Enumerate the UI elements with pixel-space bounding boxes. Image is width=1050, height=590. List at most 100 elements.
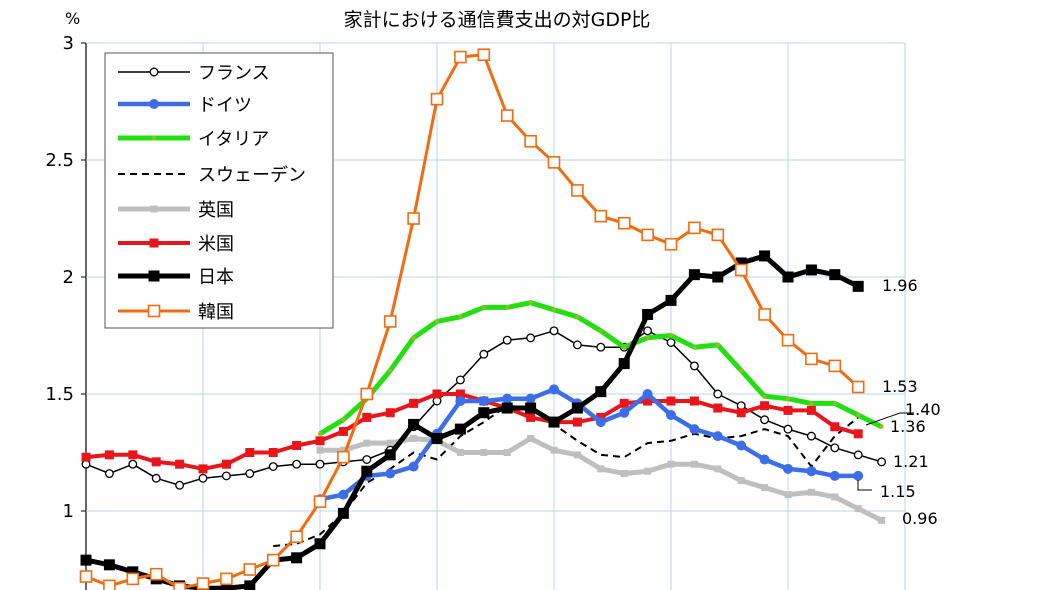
- data-point-us: [385, 408, 395, 418]
- data-point-france: [104, 469, 114, 479]
- data-point-korea: [711, 228, 725, 242]
- data-point-france: [760, 415, 770, 425]
- data-point-italy: [552, 307, 556, 312]
- data-point-japan: [408, 418, 420, 430]
- data-point-korea: [828, 359, 842, 373]
- data-point-uk: [784, 491, 792, 499]
- data-point-korea: [126, 572, 140, 586]
- data-point-japan: [805, 264, 817, 276]
- data-point-france: [198, 473, 208, 483]
- data-point-italy: [856, 413, 861, 418]
- data-point-us: [409, 398, 419, 408]
- data-point-us: [198, 464, 208, 474]
- data-point-japan: [361, 465, 373, 477]
- data-point-uk: [667, 460, 675, 468]
- data-point-korea: [337, 450, 350, 464]
- data-point-germany: [502, 393, 513, 404]
- data-point-us: [245, 448, 255, 457]
- data-point-korea: [103, 579, 116, 590]
- data-point-uk: [339, 446, 347, 454]
- series-italy: [318, 300, 884, 436]
- series-japan: [80, 250, 864, 590]
- data-point-italy: [341, 417, 346, 422]
- data-point-japan: [525, 402, 537, 414]
- end-label-japan: 1.96: [882, 276, 918, 295]
- data-point-japan: [642, 308, 654, 320]
- data-point-japan: [571, 402, 583, 414]
- data-point-uk: [456, 449, 464, 456]
- data-point-japan: [337, 507, 349, 519]
- data-point-uk: [550, 446, 558, 454]
- legend-label-italy: イタリア: [198, 129, 269, 150]
- data-point-france: [783, 424, 793, 434]
- data-point-korea: [220, 572, 233, 586]
- data-point-italy: [692, 345, 697, 350]
- end-label-italy: 1.36: [890, 417, 926, 436]
- data-point-italy: [669, 333, 673, 338]
- data-point-france: [713, 389, 723, 399]
- data-point-korea: [477, 48, 491, 62]
- data-point-italy: [481, 305, 486, 310]
- data-point-italy: [458, 314, 463, 319]
- data-point-korea: [688, 221, 701, 235]
- legend-marker-france: [149, 67, 159, 77]
- data-point-germany: [338, 489, 349, 500]
- data-point-us: [151, 457, 161, 467]
- data-point-korea: [571, 184, 584, 197]
- data-point-japan: [829, 269, 841, 281]
- data-point-france: [806, 431, 816, 441]
- data-point-korea: [79, 570, 93, 583]
- data-point-korea: [407, 212, 420, 225]
- data-point-germany: [525, 393, 536, 404]
- data-point-italy: [809, 401, 814, 406]
- data-point-japan: [478, 407, 490, 419]
- data-point-france: [455, 375, 465, 385]
- data-point-us: [221, 459, 231, 469]
- data-point-france: [572, 340, 582, 350]
- data-point-france: [502, 335, 512, 345]
- data-point-france: [362, 455, 372, 464]
- data-point-france: [853, 450, 863, 460]
- data-point-korea: [173, 581, 186, 590]
- data-point-germany: [549, 384, 559, 395]
- data-point-us: [853, 429, 863, 439]
- data-point-japan: [782, 271, 794, 283]
- data-point-italy: [388, 368, 393, 373]
- data-point-uk: [503, 449, 511, 456]
- series-line-us: [85, 392, 859, 471]
- data-point-japan: [852, 280, 864, 292]
- legend-label-korea: 韓国: [198, 302, 234, 323]
- y-tick-label: 3: [63, 33, 74, 54]
- data-point-uk: [363, 439, 371, 447]
- data-point-us: [104, 450, 114, 460]
- data-point-uk: [527, 434, 535, 442]
- data-point-italy: [832, 401, 837, 406]
- leader-line-sweden: [865, 412, 914, 426]
- data-point-korea: [383, 315, 397, 328]
- data-point-italy: [528, 300, 533, 305]
- data-point-france: [175, 480, 185, 490]
- data-point-korea: [360, 387, 374, 401]
- data-point-germany: [689, 424, 700, 435]
- data-point-france: [479, 349, 489, 359]
- data-point-us: [736, 408, 746, 418]
- data-point-uk: [854, 505, 862, 513]
- data-point-japan: [454, 423, 466, 435]
- data-point-korea: [149, 567, 163, 581]
- data-point-japan: [595, 386, 607, 398]
- data-point-korea: [781, 333, 795, 347]
- data-point-germany: [712, 431, 723, 442]
- data-point-germany: [829, 470, 840, 481]
- data-point-italy: [318, 431, 322, 436]
- legend-marker-italy: [152, 136, 156, 140]
- data-point-france: [526, 333, 536, 343]
- data-point-japan: [548, 416, 560, 428]
- data-point-us: [760, 401, 770, 411]
- data-point-germany: [595, 417, 606, 428]
- legend-marker-us: [149, 238, 159, 248]
- data-point-us: [81, 452, 91, 462]
- data-point-korea: [313, 495, 327, 508]
- data-point-us: [315, 436, 325, 446]
- data-point-us: [689, 396, 699, 406]
- data-point-japan: [688, 269, 700, 281]
